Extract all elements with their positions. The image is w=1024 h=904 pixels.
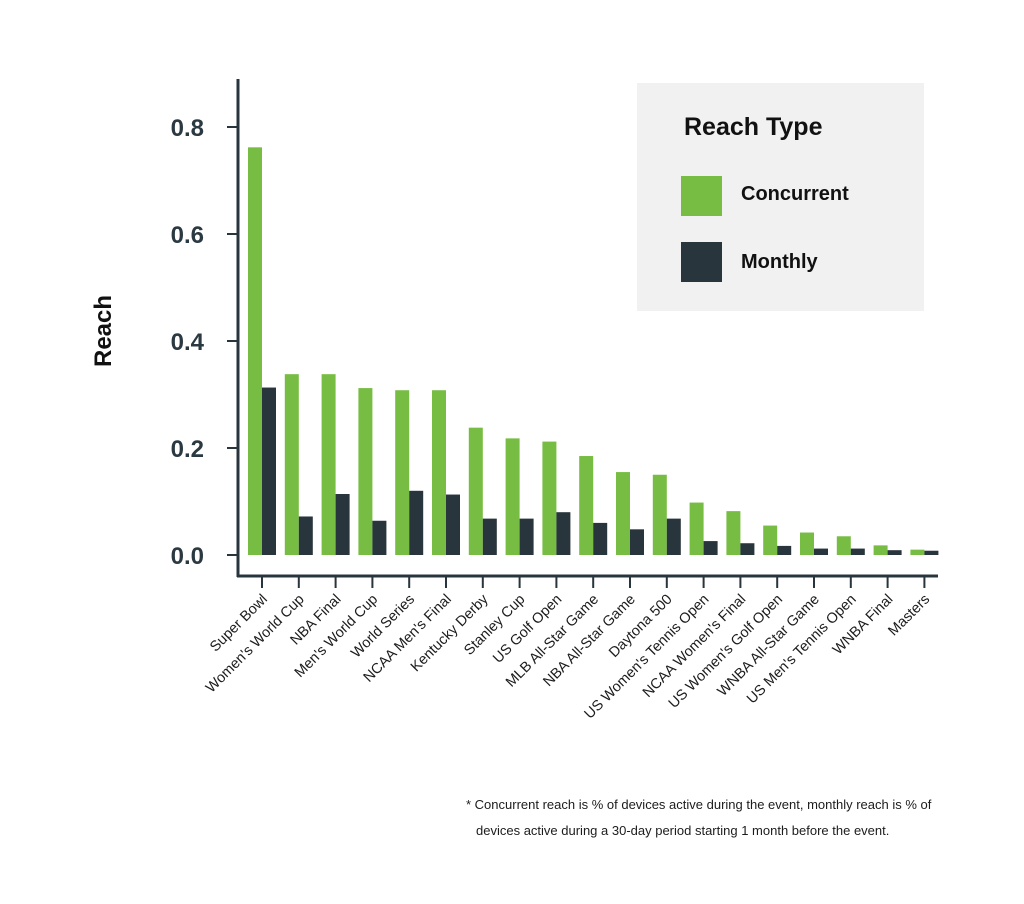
bar-concurrent-nba-final: [321, 374, 336, 555]
bar-concurrent-world-series: [395, 390, 410, 555]
footnote-line-1: * Concurrent reach is % of devices activ…: [466, 797, 932, 812]
y-axis-ticks: 0.0 0.2 0.4 0.6 0.8: [171, 115, 238, 570]
bar-monthly-us-golf-open: [556, 512, 571, 555]
bar-concurrent-us-women-s-golf-open: [763, 525, 778, 555]
bar-concurrent-nba-all-star-game: [616, 472, 630, 555]
bar-monthly-us-women-s-tennis-open: [703, 541, 718, 555]
bar-concurrent-us-women-s-tennis-open: [689, 502, 704, 555]
legend-swatch-concurrent: [681, 176, 722, 216]
y-tick-label-0-6: 0.6: [171, 222, 204, 249]
y-tick-label-0-4: 0.4: [171, 329, 205, 356]
bar-monthly-nba-final: [335, 494, 350, 555]
bar-concurrent-women-s-world-cup: [284, 374, 299, 555]
bar-concurrent-men-s-world-cup: [358, 388, 373, 555]
bar-monthly-mlb-all-star-game: [593, 522, 608, 555]
x-tick-label-masters: Masters: [885, 592, 933, 640]
bar-concurrent-stanley-cup: [505, 438, 520, 555]
bar-concurrent-ncaa-women-s-final: [726, 511, 741, 555]
y-axis-title: Reach: [90, 295, 117, 367]
bar-monthly-us-women-s-golf-open: [777, 545, 792, 555]
footnote: * Concurrent reach is % of devices activ…: [466, 792, 986, 844]
bar-concurrent-us-golf-open: [542, 441, 557, 555]
legend-label-concurrent: Concurrent: [741, 183, 849, 205]
bar-monthly-stanley-cup: [519, 518, 534, 555]
bar-monthly-ncaa-men-s-final: [446, 494, 460, 555]
bar-monthly-wnba-all-star-game: [814, 548, 828, 555]
y-tick-label-0-2: 0.2: [171, 436, 204, 463]
bar-monthly-kentucky-derby: [482, 518, 497, 555]
legend-label-monthly: Monthly: [741, 251, 819, 273]
bar-concurrent-kentucky-derby: [468, 427, 483, 555]
bar-concurrent-us-men-s-tennis-open: [836, 536, 851, 555]
legend-swatch-monthly: [681, 242, 722, 282]
bar-concurrent-daytona-500: [652, 474, 667, 555]
bar-monthly-men-s-world-cup: [372, 520, 387, 555]
y-tick-label-0-8: 0.8: [171, 115, 204, 142]
bar-concurrent-wnba-final: [873, 545, 888, 555]
bar-concurrent-ncaa-men-s-final: [432, 390, 446, 555]
bars-group: [248, 147, 939, 555]
bar-concurrent-mlb-all-star-game: [579, 456, 594, 555]
legend-title: Reach Type: [684, 113, 823, 141]
legend: Reach Type Concurrent Monthly: [637, 83, 924, 311]
bar-monthly-wnba-final: [887, 550, 902, 555]
y-tick-label-0-0: 0.0: [171, 543, 204, 570]
bar-concurrent-super-bowl: [248, 147, 262, 555]
bar-concurrent-masters: [910, 549, 925, 555]
footnote-line-2: devices active during a 30-day period st…: [476, 823, 890, 838]
y-axis-title-group: Reach: [90, 295, 117, 367]
bar-monthly-world-series: [409, 490, 424, 555]
bar-monthly-super-bowl: [262, 387, 276, 555]
bar-monthly-us-men-s-tennis-open: [850, 548, 865, 555]
bar-monthly-nba-all-star-game: [630, 529, 644, 555]
bar-concurrent-wnba-all-star-game: [800, 532, 814, 555]
bar-monthly-women-s-world-cup: [298, 516, 313, 555]
bar-monthly-masters: [924, 550, 939, 555]
bar-monthly-ncaa-women-s-final: [740, 543, 755, 555]
bar-monthly-daytona-500: [666, 518, 681, 555]
